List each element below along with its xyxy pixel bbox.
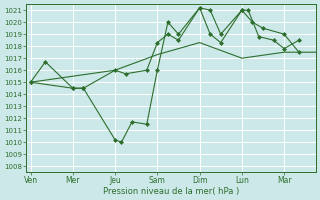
X-axis label: Pression niveau de la mer( hPa ): Pression niveau de la mer( hPa ) (103, 187, 239, 196)
